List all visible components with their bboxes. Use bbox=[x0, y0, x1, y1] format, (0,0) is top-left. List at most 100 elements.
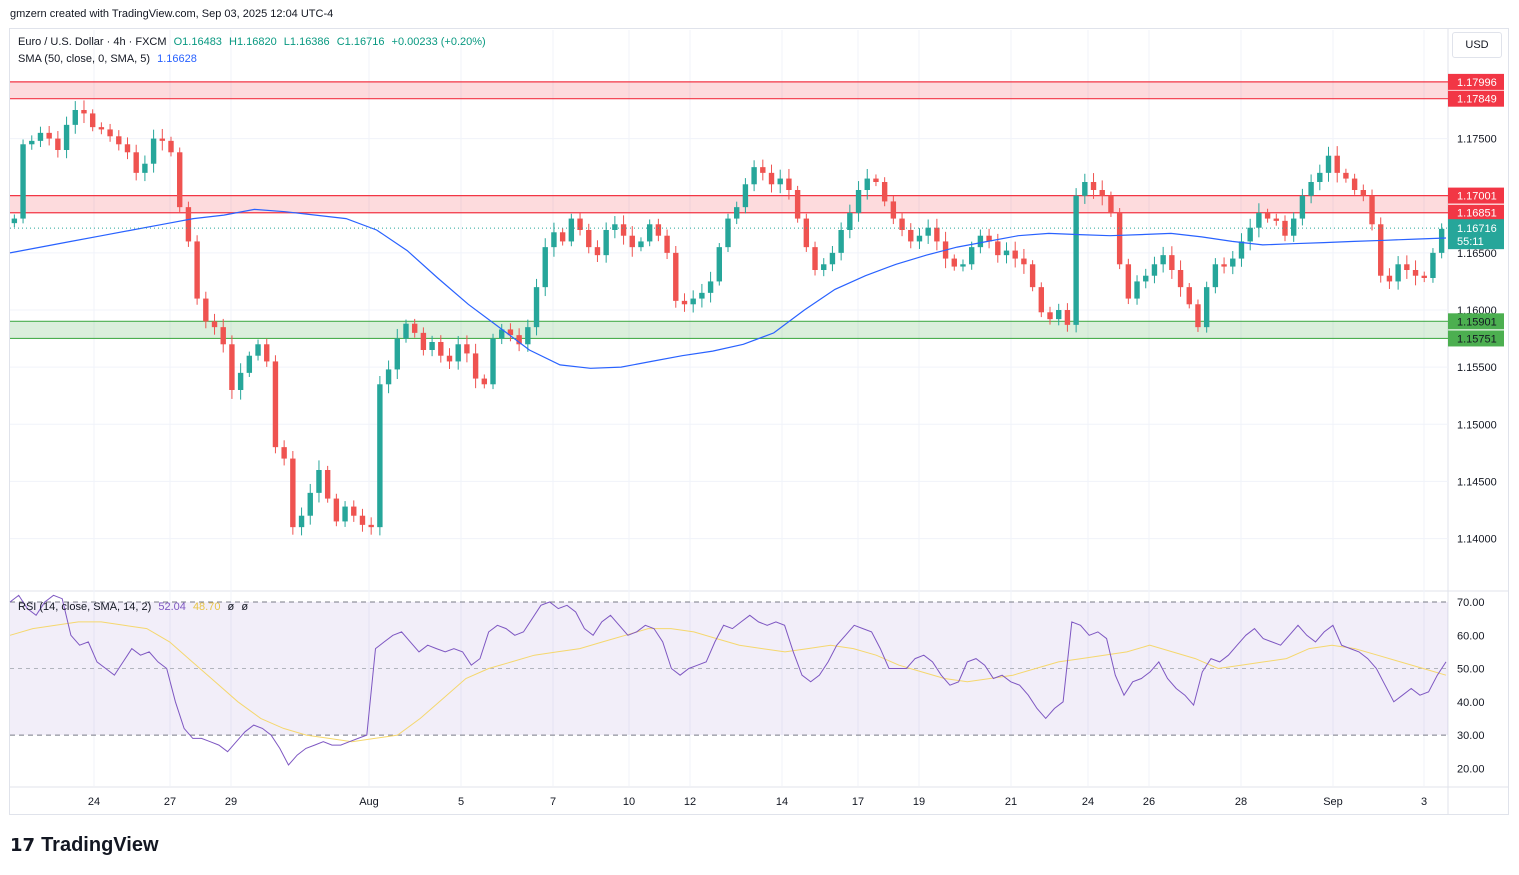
candle-body bbox=[185, 207, 192, 242]
candle-body bbox=[1073, 195, 1079, 325]
candle-body bbox=[768, 172, 775, 185]
candle-body bbox=[1282, 220, 1288, 236]
candle-body bbox=[281, 447, 287, 459]
zone-price-tag bbox=[1448, 73, 1504, 90]
candle-body bbox=[455, 344, 461, 362]
support-zone bbox=[10, 321, 1448, 339]
rsi-ma-value: 48.70 bbox=[192, 601, 221, 613]
candle-body bbox=[899, 218, 905, 230]
candle-body bbox=[499, 329, 505, 339]
candle-body bbox=[89, 113, 96, 128]
candle-body bbox=[1160, 255, 1166, 265]
rsi-ma-line bbox=[9, 621, 1447, 743]
candle-body bbox=[1264, 212, 1271, 219]
time-tick-label: 29 bbox=[225, 796, 237, 808]
candle-body bbox=[481, 378, 488, 385]
last-price-tag bbox=[1448, 219, 1504, 250]
candle-body bbox=[594, 247, 601, 256]
zone-price-label: 1.17849 bbox=[1457, 94, 1497, 106]
candle-body bbox=[960, 264, 966, 267]
rsi-label: RSI (14, close, SMA, 14, 2) bbox=[18, 601, 152, 613]
candle-body bbox=[1317, 172, 1323, 182]
candle-body bbox=[63, 124, 70, 150]
candle-body bbox=[690, 298, 696, 305]
candle-body bbox=[133, 152, 139, 173]
candle-body bbox=[751, 167, 757, 185]
zone-price-tag bbox=[1448, 187, 1504, 204]
zone-price-label: 1.15751 bbox=[1457, 333, 1497, 345]
sma-legend[interactable]: SMA (50, close, 0, SMA, 5) 1.16628 bbox=[18, 53, 201, 65]
last-price-label: 1.16716 bbox=[1457, 223, 1497, 235]
candle-body bbox=[1090, 182, 1097, 190]
candle-body bbox=[968, 247, 975, 265]
candle-body bbox=[1430, 252, 1436, 278]
candle-body bbox=[725, 218, 731, 248]
candle-body bbox=[107, 129, 113, 137]
candle-body bbox=[11, 218, 18, 224]
candle-body bbox=[1116, 212, 1123, 265]
time-tick-label: Sep bbox=[1323, 796, 1343, 808]
sma-line bbox=[9, 208, 1447, 369]
rsi-legend[interactable]: RSI (14, close, SMA, 14, 2) 52.04 48.70 … bbox=[18, 601, 252, 613]
candle-body bbox=[264, 344, 270, 362]
candle-body bbox=[716, 247, 722, 282]
candle-body bbox=[829, 252, 836, 265]
time-tick-label: 12 bbox=[684, 796, 696, 808]
zone-price-label: 1.17996 bbox=[1457, 77, 1497, 89]
resistance-zone bbox=[10, 81, 1448, 99]
candle-body bbox=[908, 230, 914, 242]
candle-body bbox=[742, 184, 749, 208]
sma-label: SMA (50, close, 0, SMA, 5) bbox=[18, 53, 151, 65]
candle-body bbox=[1290, 218, 1297, 236]
chart-frame[interactable] bbox=[9, 28, 1509, 815]
candle-body bbox=[237, 372, 244, 390]
candle-body bbox=[446, 355, 453, 362]
candle-body bbox=[533, 287, 540, 328]
time-tick-label: 24 bbox=[88, 796, 100, 808]
candle-body bbox=[890, 201, 897, 219]
time-tick-label: 27 bbox=[164, 796, 176, 808]
candle-body bbox=[1351, 178, 1358, 190]
candle-body bbox=[673, 252, 679, 301]
candle-body bbox=[760, 167, 766, 173]
candle-body bbox=[1082, 182, 1088, 196]
candle-body bbox=[1404, 264, 1410, 270]
resistance-zone bbox=[10, 195, 1448, 213]
tradingview-logo[interactable]: 17 TradingView bbox=[10, 834, 159, 857]
candle-body bbox=[1151, 264, 1158, 276]
candle-body bbox=[81, 110, 87, 114]
candle-body bbox=[1212, 264, 1219, 288]
candle-body bbox=[1108, 195, 1114, 213]
candle-body bbox=[855, 190, 862, 213]
price-legend[interactable]: Euro / U.S. Dollar · 4h · FXCM O1.16483 … bbox=[18, 36, 490, 48]
open-value: O1.16483 bbox=[173, 36, 222, 48]
candle-body bbox=[1299, 195, 1306, 219]
candle-body bbox=[1047, 312, 1053, 320]
candle-body bbox=[255, 344, 261, 356]
candle-body bbox=[333, 498, 340, 522]
candle-body bbox=[1273, 218, 1279, 221]
currency-button[interactable]: USD bbox=[1452, 32, 1502, 58]
candle-body bbox=[568, 218, 575, 242]
candle-body bbox=[1343, 172, 1349, 179]
candle-body bbox=[507, 329, 514, 336]
candle-body bbox=[1203, 287, 1210, 328]
rsi-tick-label: 50.00 bbox=[1457, 664, 1485, 676]
candle-body bbox=[385, 369, 392, 385]
price-tick-label: 1.17500 bbox=[1457, 134, 1497, 146]
candle-body bbox=[1334, 155, 1340, 173]
sma-value: 1.16628 bbox=[157, 53, 197, 65]
candle-body bbox=[1221, 264, 1227, 267]
candle-body bbox=[681, 300, 688, 305]
time-tick-label: 5 bbox=[458, 796, 464, 808]
zone-price-label: 1.17001 bbox=[1457, 191, 1497, 203]
candle-body bbox=[203, 298, 209, 322]
candle-body bbox=[847, 212, 853, 230]
rsi-line bbox=[9, 594, 1447, 766]
candle-body bbox=[229, 344, 235, 390]
candle-body bbox=[98, 127, 105, 130]
candle-body bbox=[664, 235, 670, 253]
candle-body bbox=[1186, 287, 1192, 305]
rsi-tick-label: 30.00 bbox=[1457, 730, 1485, 742]
